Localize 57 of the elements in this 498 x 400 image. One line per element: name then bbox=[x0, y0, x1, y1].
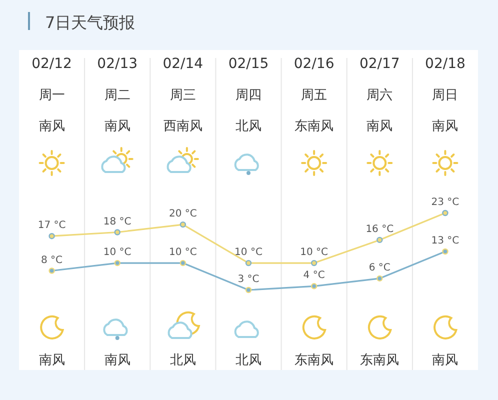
point bbox=[48, 233, 55, 240]
text: 北风 bbox=[236, 353, 262, 368]
text: 南风 bbox=[432, 119, 458, 134]
text: 周五 bbox=[301, 88, 328, 103]
data-label: 3 °C bbox=[238, 274, 260, 285]
data-label: 4 °C bbox=[303, 270, 325, 282]
point bbox=[114, 229, 120, 236]
text: 南风 bbox=[432, 353, 458, 368]
data-label: 20 °C bbox=[168, 208, 197, 220]
point bbox=[310, 260, 318, 266]
point bbox=[442, 210, 448, 216]
point bbox=[376, 236, 383, 244]
data-label: 10 °C bbox=[168, 247, 197, 258]
data-label: 18 °C bbox=[103, 216, 132, 228]
text: 北风 bbox=[170, 353, 196, 368]
x-tick-label: 02/16 bbox=[294, 56, 334, 72]
text: 南风 bbox=[104, 353, 130, 368]
x-tick-label: 02/14 bbox=[162, 56, 204, 72]
text: 南风 bbox=[104, 119, 130, 134]
data-label: 10 °C bbox=[300, 247, 328, 258]
point bbox=[376, 275, 383, 282]
point bbox=[180, 260, 186, 266]
chart-title: 7日天气预报 bbox=[45, 13, 136, 32]
data-label: 17 °C bbox=[38, 220, 66, 232]
text: 北风 bbox=[236, 119, 262, 134]
point bbox=[245, 286, 252, 294]
text: 南风 bbox=[38, 353, 65, 368]
point bbox=[442, 248, 448, 255]
x-tick-label: 02/18 bbox=[425, 56, 466, 72]
text: 东南风 bbox=[294, 119, 334, 134]
x-tick-label: 02/13 bbox=[97, 56, 138, 72]
text: 周二 bbox=[104, 88, 130, 103]
data-label: 23 °C bbox=[431, 197, 460, 208]
point bbox=[114, 260, 120, 266]
point bbox=[310, 283, 318, 290]
data-label: 13 °C bbox=[431, 236, 460, 246]
data-label: 10 °C bbox=[103, 247, 132, 258]
x-tick-label: 02/15 bbox=[228, 56, 269, 72]
text: 南风 bbox=[38, 119, 65, 134]
x-tick-label: 02/17 bbox=[359, 56, 400, 72]
x-tick-label: 02/12 bbox=[32, 56, 72, 72]
text: 东南风 bbox=[294, 353, 334, 368]
data-label: 10 °C bbox=[234, 247, 262, 258]
text: 周日 bbox=[432, 88, 458, 103]
text: 周三 bbox=[170, 88, 196, 103]
point bbox=[180, 221, 186, 228]
data-label: 6 °C bbox=[368, 262, 390, 274]
point bbox=[245, 260, 252, 266]
text: 西南风 bbox=[163, 119, 202, 134]
data-label: 8 °C bbox=[41, 254, 63, 266]
point bbox=[48, 268, 55, 274]
text: 东南风 bbox=[360, 353, 400, 368]
data-label: 16 °C bbox=[366, 224, 394, 235]
text: 周四 bbox=[236, 88, 262, 103]
text: 周六 bbox=[366, 88, 393, 103]
text: 南风 bbox=[366, 119, 393, 134]
text: 周一 bbox=[38, 88, 65, 103]
